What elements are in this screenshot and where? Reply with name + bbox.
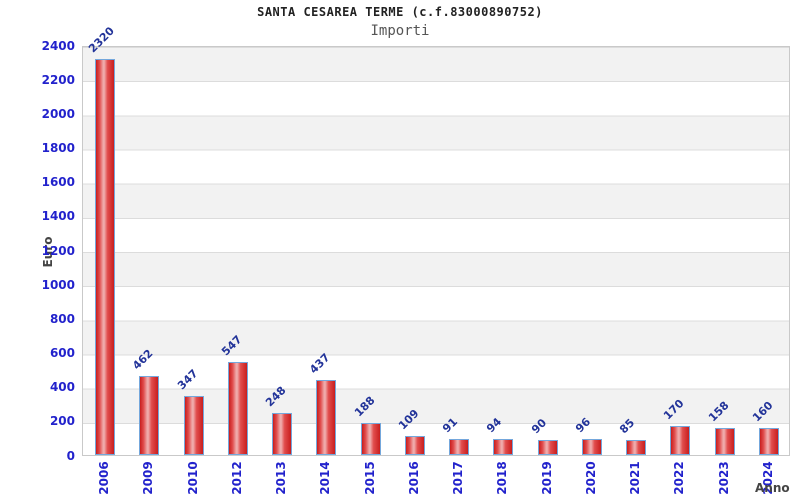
bar	[758, 428, 779, 455]
x-tick-label: 2010	[185, 461, 200, 495]
y-tick-label: 1400	[41, 209, 75, 224]
bar	[183, 396, 204, 455]
y-tick-label: 2000	[41, 106, 75, 121]
bar	[581, 439, 602, 455]
x-tick-label: 2019	[539, 461, 554, 495]
bar	[272, 413, 293, 455]
bar	[714, 428, 735, 455]
bar-value-label: 85	[617, 416, 638, 437]
bar-value-label: 437	[307, 350, 333, 377]
bar	[537, 440, 558, 455]
x-tick-label: 2015	[362, 461, 377, 495]
x-tick-label: 2023	[716, 461, 731, 495]
bar-value-label: 170	[661, 396, 687, 423]
x-tick-label: 2018	[495, 461, 510, 495]
bar	[670, 426, 691, 455]
plot-area: 2320 462 347 547 248 437 188 109 91 94 90 96 85 170 15…	[82, 24, 790, 456]
x-tick-label: 2009	[141, 461, 156, 495]
y-tick-label: 600	[49, 346, 75, 360]
bar-value-label: 248	[263, 383, 289, 410]
bar	[316, 380, 337, 455]
y-tick-label: 0	[66, 448, 75, 463]
bar	[360, 423, 381, 455]
x-tick-label: 2012	[229, 461, 244, 495]
x-axis-title: Anno	[755, 481, 790, 495]
x-tick-label: 2013	[274, 461, 289, 495]
y-tick-label: 2400	[41, 38, 75, 53]
bar	[449, 439, 470, 455]
bar-value-label: 462	[130, 346, 156, 373]
bar	[404, 436, 425, 455]
bar-value-label: 109	[395, 406, 422, 433]
bar	[227, 362, 248, 455]
y-tick-label: 1600	[41, 175, 75, 190]
bar-value-label: 347	[174, 366, 201, 393]
bar-value-label: 96	[572, 415, 594, 436]
x-tick-label: 2014	[318, 461, 333, 495]
chart-subtitle: Importi	[370, 23, 430, 39]
bar-value-label: 94	[484, 415, 505, 436]
x-tick-label: 2021	[628, 461, 643, 495]
bar-value-label: 90	[528, 416, 549, 437]
x-tick-label: 2017	[451, 461, 466, 495]
bar-value-label: 91	[440, 415, 461, 436]
y-tick-label: 200	[49, 414, 75, 429]
x-tick-label: 2020	[583, 461, 598, 495]
y-tick-label: 1800	[41, 141, 75, 155]
bar-value-label: 160	[749, 398, 776, 425]
bar	[626, 440, 647, 455]
y-tick-label: 400	[49, 380, 75, 395]
bar	[139, 376, 160, 455]
x-tick-label: 2006	[97, 461, 112, 495]
y-tick-label: 1200	[41, 243, 75, 258]
y-tick-label: 2200	[41, 72, 75, 87]
y-tick-label: 1000	[41, 277, 75, 292]
bar-value-label: 547	[218, 332, 245, 359]
bar	[493, 439, 514, 455]
x-tick-label: 2016	[406, 461, 421, 495]
chart-title: SANTA CESAREA TERME (c.f.83000890752)	[257, 5, 543, 19]
x-tick-label: 2022	[672, 461, 687, 495]
bar-value-label: 188	[351, 393, 378, 420]
bar-value-label: 158	[705, 398, 732, 425]
bar	[95, 59, 116, 455]
y-tick-label: 800	[49, 311, 75, 326]
